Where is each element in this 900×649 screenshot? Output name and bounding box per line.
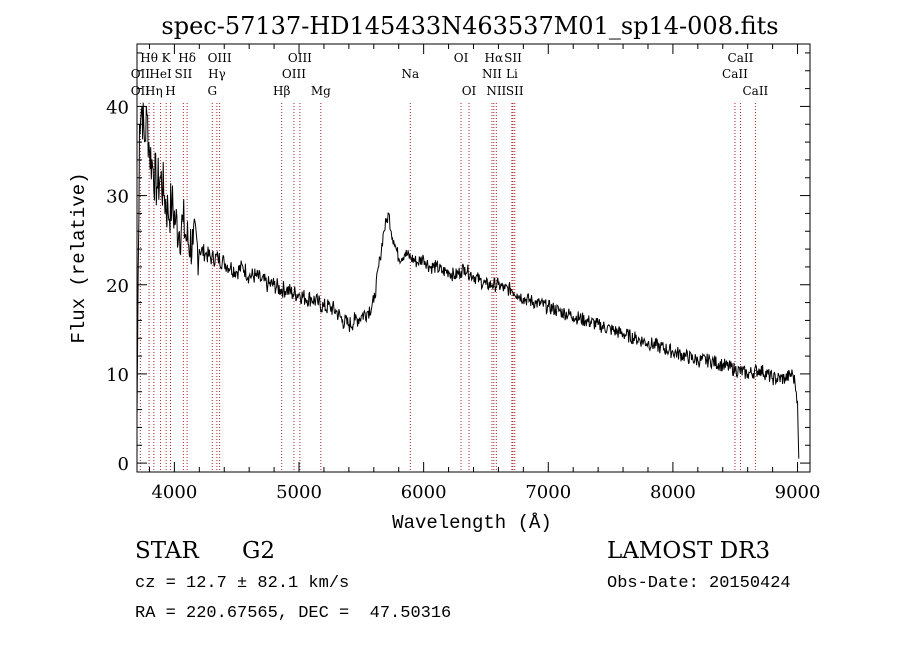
line-label: G — [207, 84, 217, 98]
line-label: Hα — [485, 51, 504, 65]
line-label: Hγ — [208, 67, 226, 81]
line-label: H — [165, 84, 175, 98]
line-label: OIII — [282, 67, 306, 81]
line-label: OI — [454, 51, 469, 65]
line-label: NII — [486, 84, 506, 98]
x-tick-label: 5000 — [276, 482, 322, 503]
observation-date: Obs-Date: 20150424 — [607, 574, 791, 593]
redshift-cz: cz = 12.7 ± 82.1 km/s — [135, 574, 350, 593]
line-label: Hη — [145, 84, 163, 98]
chart-title: spec-57137-HD145433N463537M01_sp14-008.f… — [161, 12, 778, 40]
y-axis-label: Flux (relative) — [68, 172, 90, 343]
x-axis-label: Wavelength (Å) — [392, 512, 552, 534]
line-label: K — [162, 51, 172, 65]
line-label: CaII — [742, 84, 768, 98]
line-label: Hδ — [178, 51, 196, 65]
line-label: HeI — [149, 67, 172, 81]
line-label: CaII — [728, 51, 754, 65]
x-tick-label: 9000 — [775, 482, 821, 503]
line-label: SII — [175, 67, 193, 81]
line-label: Hθ — [140, 51, 158, 65]
line-label: Li — [506, 67, 518, 81]
survey-name: LAMOST DR3 — [607, 538, 771, 564]
line-label: Mg — [311, 84, 331, 98]
ra-dec-coords: RA = 220.67565, DEC = 47.50316 — [135, 604, 452, 623]
flux-series-line — [136, 102, 800, 459]
y-tick-label: 20 — [106, 276, 129, 297]
y-tick-label: 40 — [106, 97, 129, 118]
line-label: OII — [131, 84, 151, 98]
x-tick-label: 4000 — [151, 482, 197, 503]
y-tick-label: 30 — [106, 187, 129, 208]
line-label: Hβ — [273, 84, 290, 98]
line-label: OI — [462, 84, 477, 98]
line-label: OIII — [208, 51, 232, 65]
axis-ticks: 4000 5000 6000 7000 8000 9000 0 10 20 30 40 — [106, 44, 820, 503]
line-label: SII — [504, 51, 522, 65]
line-label: CaII — [722, 67, 748, 81]
line-label: NII — [482, 67, 502, 81]
line-label: SII — [506, 84, 524, 98]
x-tick-label: 6000 — [401, 482, 447, 503]
x-tick-label: 8000 — [650, 482, 696, 503]
object-subclass: G2 — [242, 538, 276, 564]
x-tick-label: 7000 — [525, 482, 571, 503]
line-label: Na — [401, 67, 419, 81]
object-class: STAR — [135, 538, 199, 564]
line-label: OII — [131, 67, 151, 81]
y-tick-label: 0 — [118, 454, 129, 475]
plot-frame — [136, 43, 811, 473]
line-label: OIII — [288, 51, 312, 65]
y-tick-label: 10 — [106, 365, 129, 386]
